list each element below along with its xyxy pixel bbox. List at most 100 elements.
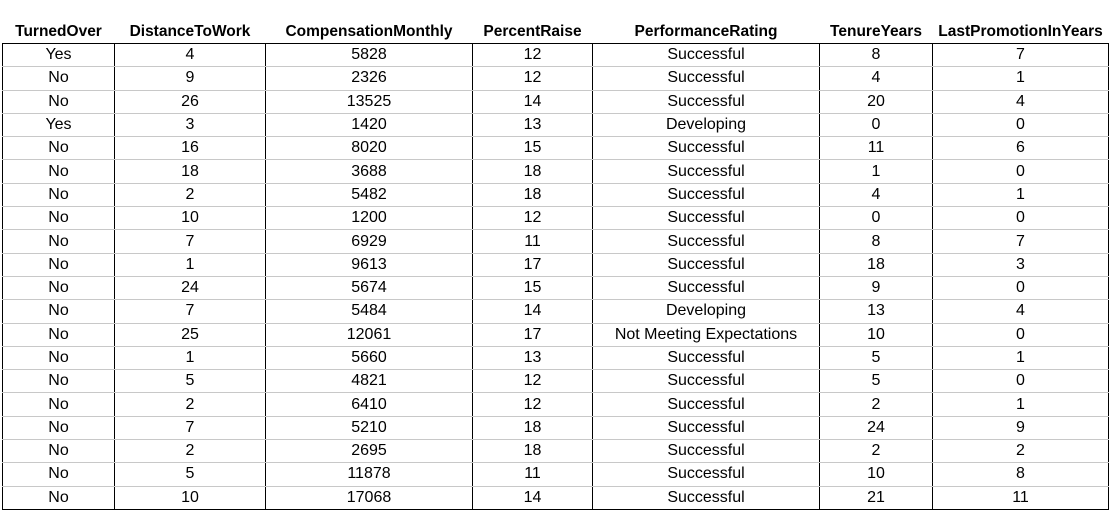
table-cell-percent-raise: 17 xyxy=(472,253,593,277)
table-cell-tenure-years: 5 xyxy=(819,369,933,394)
table-cell-percent-raise: 14 xyxy=(472,486,593,510)
table-cell-turned-over: No xyxy=(2,299,115,324)
table-row: No 26 13525 14 Successful 20 4 xyxy=(2,90,1109,114)
table-row: No 2 6410 12 Successful 2 1 xyxy=(2,392,1109,417)
table-cell-percent-raise: 18 xyxy=(472,439,593,464)
table-cell-distance-to-work: 24 xyxy=(114,276,266,301)
table-cell-performance-rating: Successful xyxy=(592,183,820,208)
table-cell-compensation-monthly: 4821 xyxy=(265,369,473,394)
table-cell-distance-to-work: 18 xyxy=(114,159,266,184)
table-row: Yes 3 1420 13 Developing 0 0 xyxy=(2,113,1109,138)
table-cell-distance-to-work: 25 xyxy=(114,323,266,347)
table-cell-tenure-years: 10 xyxy=(819,323,933,347)
table-cell-compensation-monthly: 8020 xyxy=(265,136,473,161)
table-cell-performance-rating: Successful xyxy=(592,43,820,68)
table-row: No 2 5482 18 Successful 4 1 xyxy=(2,183,1109,208)
table-cell-performance-rating: Not Meeting Expectations xyxy=(592,323,820,347)
column-header-distance-to-work: DistanceToWork xyxy=(114,20,266,44)
table-cell-turned-over: No xyxy=(2,276,115,301)
table-cell-tenure-years: 2 xyxy=(819,392,933,417)
table-cell-performance-rating: Developing xyxy=(592,113,820,138)
table-cell-last-promotion-in-years: 1 xyxy=(932,392,1109,417)
table-row: No 1 9613 17 Successful 18 3 xyxy=(2,253,1109,277)
table-row: No 7 5484 14 Developing 13 4 xyxy=(2,299,1109,324)
table-cell-distance-to-work: 5 xyxy=(114,462,266,487)
table-row: No 24 5674 15 Successful 9 0 xyxy=(2,276,1109,301)
table-cell-distance-to-work: 3 xyxy=(114,113,266,138)
table-cell-tenure-years: 0 xyxy=(819,206,933,231)
table-cell-turned-over: No xyxy=(2,439,115,464)
table-cell-performance-rating: Successful xyxy=(592,486,820,510)
table-cell-turned-over: No xyxy=(2,323,115,347)
table-cell-compensation-monthly: 3688 xyxy=(265,159,473,184)
table-cell-tenure-years: 18 xyxy=(819,253,933,277)
table-cell-performance-rating: Successful xyxy=(592,206,820,231)
table-cell-tenure-years: 8 xyxy=(819,43,933,68)
table-cell-tenure-years: 24 xyxy=(819,416,933,441)
table-cell-performance-rating: Successful xyxy=(592,462,820,487)
table-cell-percent-raise: 18 xyxy=(472,416,593,441)
table-row: No 2 2695 18 Successful 2 2 xyxy=(2,439,1109,464)
table-cell-distance-to-work: 2 xyxy=(114,439,266,464)
table-cell-compensation-monthly: 6929 xyxy=(265,229,473,254)
table-cell-compensation-monthly: 5674 xyxy=(265,276,473,301)
table-cell-turned-over: No xyxy=(2,486,115,510)
table-cell-last-promotion-in-years: 0 xyxy=(932,159,1109,184)
table-cell-performance-rating: Successful xyxy=(592,346,820,371)
table-cell-last-promotion-in-years: 0 xyxy=(932,369,1109,394)
table-cell-turned-over: No xyxy=(2,90,115,114)
table-cell-last-promotion-in-years: 6 xyxy=(932,136,1109,161)
table-cell-distance-to-work: 1 xyxy=(114,253,266,277)
column-header-compensation-monthly: CompensationMonthly xyxy=(265,20,473,44)
table-cell-last-promotion-in-years: 7 xyxy=(932,229,1109,254)
column-header-tenure-years: TenureYears xyxy=(819,20,933,44)
table-cell-percent-raise: 13 xyxy=(472,113,593,138)
table-cell-last-promotion-in-years: 1 xyxy=(932,183,1109,208)
table-cell-turned-over: No xyxy=(2,183,115,208)
table-cell-last-promotion-in-years: 0 xyxy=(932,276,1109,301)
table-cell-percent-raise: 12 xyxy=(472,43,593,68)
table-cell-distance-to-work: 5 xyxy=(114,369,266,394)
table-cell-percent-raise: 18 xyxy=(472,159,593,184)
table-cell-turned-over: No xyxy=(2,206,115,231)
table-cell-tenure-years: 11 xyxy=(819,136,933,161)
table-cell-distance-to-work: 10 xyxy=(114,206,266,231)
table-cell-compensation-monthly: 12061 xyxy=(265,323,473,347)
table-cell-compensation-monthly: 5828 xyxy=(265,43,473,68)
table-cell-tenure-years: 5 xyxy=(819,346,933,371)
table-cell-performance-rating: Successful xyxy=(592,392,820,417)
table-cell-distance-to-work: 2 xyxy=(114,392,266,417)
table-cell-performance-rating: Successful xyxy=(592,66,820,91)
column-header-performance-rating: PerformanceRating xyxy=(592,20,820,44)
table-cell-compensation-monthly: 13525 xyxy=(265,90,473,114)
table-cell-last-promotion-in-years: 7 xyxy=(932,43,1109,68)
table-cell-turned-over: No xyxy=(2,416,115,441)
table-cell-percent-raise: 15 xyxy=(472,276,593,301)
table-cell-turned-over: Yes xyxy=(2,43,115,68)
table-cell-tenure-years: 10 xyxy=(819,462,933,487)
table-cell-compensation-monthly: 6410 xyxy=(265,392,473,417)
table-cell-turned-over: No xyxy=(2,136,115,161)
table-row: No 5 4821 12 Successful 5 0 xyxy=(2,369,1109,394)
table-cell-turned-over: No xyxy=(2,369,115,394)
table-cell-last-promotion-in-years: 0 xyxy=(932,206,1109,231)
table-row: No 10 1200 12 Successful 0 0 xyxy=(2,206,1109,231)
table-cell-performance-rating: Successful xyxy=(592,276,820,301)
table-cell-compensation-monthly: 11878 xyxy=(265,462,473,487)
table-cell-distance-to-work: 26 xyxy=(114,90,266,114)
table-cell-tenure-years: 4 xyxy=(819,183,933,208)
table-cell-percent-raise: 12 xyxy=(472,392,593,417)
table-cell-last-promotion-in-years: 4 xyxy=(932,90,1109,114)
table-cell-last-promotion-in-years: 9 xyxy=(932,416,1109,441)
table-cell-tenure-years: 13 xyxy=(819,299,933,324)
table-cell-distance-to-work: 2 xyxy=(114,183,266,208)
table-cell-percent-raise: 13 xyxy=(472,346,593,371)
table-row: No 5 11878 11 Successful 10 8 xyxy=(2,462,1109,487)
table-cell-compensation-monthly: 17068 xyxy=(265,486,473,510)
table-cell-tenure-years: 1 xyxy=(819,159,933,184)
table-cell-performance-rating: Successful xyxy=(592,159,820,184)
table-cell-tenure-years: 0 xyxy=(819,113,933,138)
table-cell-performance-rating: Successful xyxy=(592,416,820,441)
table-cell-tenure-years: 21 xyxy=(819,486,933,510)
